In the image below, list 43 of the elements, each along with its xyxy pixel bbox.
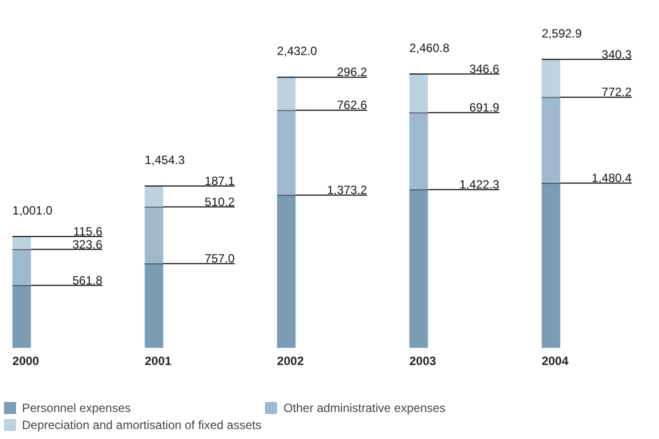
- data-label: 115.6: [73, 224, 103, 239]
- bar: [542, 59, 560, 98]
- data-label: 510.2: [204, 194, 236, 209]
- bar: [277, 110, 296, 196]
- x-tick-label: 2003: [409, 354, 436, 368]
- data-label: 296.2: [337, 65, 368, 80]
- data-label: 762.6: [337, 98, 368, 112]
- bar: [542, 183, 560, 348]
- data-label: 757.0: [204, 252, 236, 266]
- bar: [12, 249, 31, 286]
- data-label: 691.9: [469, 100, 500, 115]
- bar: [409, 112, 428, 190]
- bar: [277, 77, 296, 110]
- data-label: 340.3: [602, 47, 632, 62]
- data-label: 1,422.3: [459, 178, 500, 192]
- bar: [542, 97, 560, 184]
- x-tick-label: 2004: [542, 354, 569, 368]
- data-label: 346.6: [469, 62, 500, 76]
- data-label: 1,480.4: [592, 171, 632, 186]
- x-tick-label: 2001: [144, 354, 172, 368]
- bar: [12, 285, 31, 348]
- bar: [409, 74, 428, 113]
- total-label: 1,001.0: [12, 204, 53, 218]
- legend-label: Personnel expenses: [22, 400, 131, 414]
- total-label: 2,432.0: [277, 44, 318, 58]
- bar: [144, 186, 164, 207]
- bar: [409, 190, 428, 348]
- x-tick-label: 2002: [277, 354, 304, 368]
- data-label: 772.2: [602, 85, 632, 100]
- bar: [12, 236, 31, 250]
- data-label: 323.6: [72, 237, 103, 252]
- data-label: 187.1: [204, 174, 236, 188]
- legend-label: Other administrative expenses: [283, 400, 446, 414]
- bar: [277, 195, 296, 348]
- legend-label: Depreciation and amortisation of fixed assets: [22, 418, 262, 432]
- total-label: 2,592.9: [542, 26, 582, 40]
- x-tick-label: 2000: [12, 354, 40, 368]
- total-label: 2,460.8: [409, 41, 450, 56]
- total-label: 1,454.3: [144, 153, 186, 168]
- data-label: 1,373.2: [327, 183, 368, 198]
- bar: [144, 206, 164, 264]
- bar: [144, 264, 164, 348]
- data-label: 561.8: [72, 273, 103, 288]
